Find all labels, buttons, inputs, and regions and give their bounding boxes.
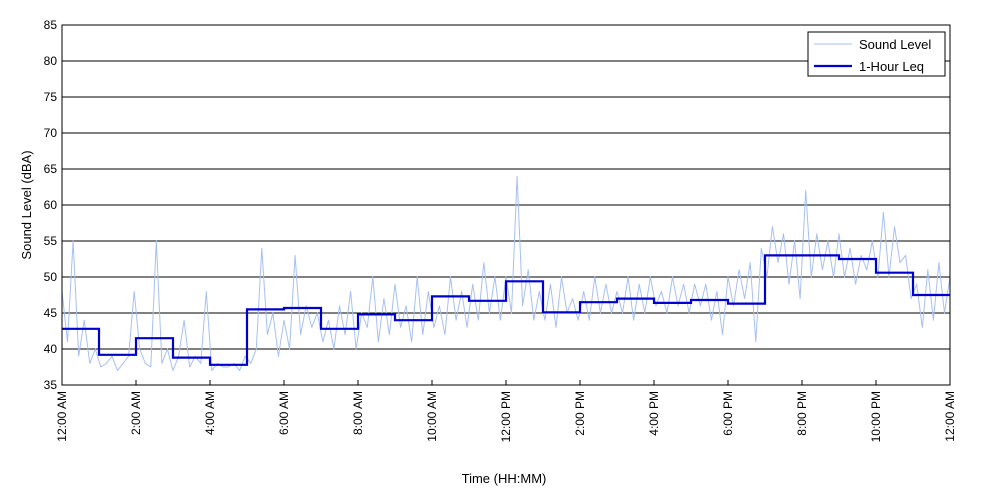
y-tick-label: 60 — [44, 198, 58, 212]
x-tick-label: 10:00 AM — [425, 391, 439, 442]
y-tick-label: 45 — [44, 306, 58, 320]
legend-label-1-hour-leq: 1-Hour Leq — [859, 59, 924, 74]
x-tick-label: 6:00 AM — [277, 391, 291, 435]
x-axis-title: Time (HH:MM) — [462, 471, 547, 486]
legend-box — [807, 31, 946, 77]
y-tick-label: 65 — [44, 162, 58, 176]
y-tick-label: 70 — [44, 126, 58, 140]
plot-frame — [61, 24, 951, 386]
x-tick-label: 10:00 PM — [869, 391, 883, 442]
plot-area — [61, 175, 951, 372]
legend-label-sound-level: Sound Level — [859, 37, 931, 52]
x-tick-label: 2:00 PM — [573, 391, 587, 436]
series-line-sound-level — [61, 175, 951, 372]
y-tick-label: 40 — [44, 342, 58, 356]
x-tick-label: 2:00 AM — [129, 391, 143, 435]
y-tick-label: 50 — [44, 270, 58, 284]
y-tick-label: 75 — [44, 90, 58, 104]
x-tick-label: 4:00 PM — [647, 391, 661, 436]
x-tick-label: 12:00 AM — [55, 391, 69, 442]
y-tick-label: 35 — [44, 378, 58, 392]
x-tick-label: 12:00 AM — [943, 391, 957, 442]
x-axis-ticks: 12:00 AM 2:00 AM 4:00 AM 6:00 AM 8:00 AM 10:0… — [55, 380, 957, 442]
y-axis-ticks: 35 40 45 50 55 60 65 70 75 80 85 — [44, 18, 58, 392]
x-tick-label: 6:00 PM — [721, 391, 735, 436]
y-tick-label: 55 — [44, 234, 58, 248]
series-line-1-hour-leq — [62, 254, 950, 366]
y-tick-label: 85 — [44, 18, 58, 32]
y-axis-title: Sound Level (dBA) — [19, 150, 34, 259]
legend: Sound Level 1-Hour Leq — [807, 31, 946, 77]
x-tick-label: 8:00 PM — [795, 391, 809, 436]
x-tick-label: 8:00 AM — [351, 391, 365, 435]
x-tick-label: 4:00 AM — [203, 391, 217, 435]
y-tick-label: 80 — [44, 54, 58, 68]
x-tick-label: 12:00 PM — [499, 391, 513, 442]
